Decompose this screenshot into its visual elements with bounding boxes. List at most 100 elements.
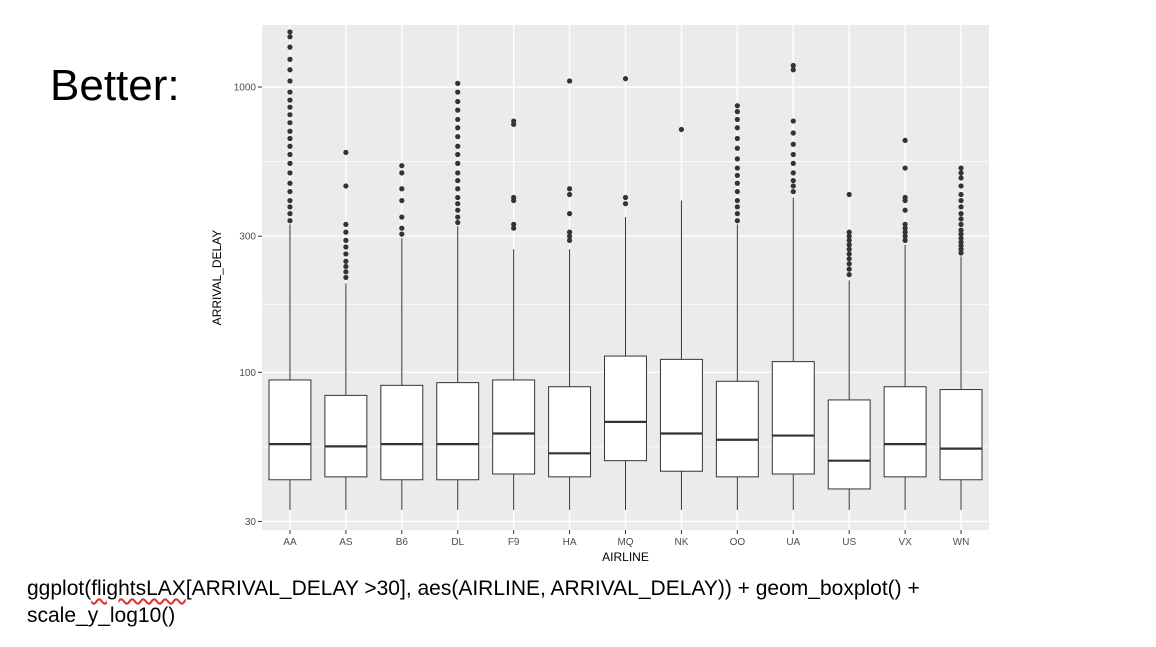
outlier-point: [902, 225, 908, 231]
outlier-point: [399, 231, 405, 237]
outlier-point: [902, 221, 908, 227]
outlier-point: [790, 118, 796, 124]
outlier-point: [790, 160, 796, 166]
outlier-point: [455, 80, 461, 86]
outlier-point: [455, 89, 461, 95]
outlier-point: [287, 78, 293, 84]
outlier-point: [790, 188, 796, 195]
x-tick-label: WN: [953, 537, 970, 548]
outlier-point: [790, 62, 796, 69]
outlier-point: [399, 186, 405, 192]
box-F9: [492, 379, 536, 475]
outlier-point: [958, 191, 964, 198]
outlier-point: [734, 188, 740, 195]
outlier-point: [790, 183, 796, 189]
outlier-point: [287, 104, 293, 110]
x-tick-label: UA: [786, 537, 800, 548]
outlier-point: [734, 135, 740, 142]
outlier-point: [399, 225, 405, 231]
outlier-point: [846, 246, 852, 252]
x-tick-label: F9: [508, 537, 520, 548]
outlier-point: [846, 233, 852, 239]
outlier-point: [455, 125, 461, 131]
x-tick-label: MQ: [617, 537, 633, 548]
slide-title: Better:: [50, 61, 180, 110]
outlier-point: [455, 207, 461, 213]
outlier-point: [566, 233, 573, 239]
outlier-point: [902, 229, 908, 235]
outlier-point: [511, 221, 517, 227]
outlier-point: [734, 116, 740, 123]
outlier-point: [399, 163, 405, 169]
y-tick-label: 1000: [234, 83, 257, 94]
outlier-point: [958, 175, 964, 181]
y-axis-title: ARRIVAL_DELAY: [210, 230, 224, 326]
outlier-point: [734, 197, 740, 204]
outlier-point: [287, 128, 293, 134]
x-tick-label: NK: [674, 537, 688, 548]
outlier-point: [566, 191, 573, 198]
code-line1-end: [ARRIVAL_DELAY >30], aes(AIRLINE, ARRIVA…: [185, 577, 920, 600]
outlier-point: [343, 258, 349, 264]
code-line1-variable: flightsLAX: [91, 577, 186, 600]
outlier-point: [343, 183, 349, 189]
outlier-point: [734, 165, 740, 171]
outlier-point: [287, 170, 293, 176]
outlier-point: [566, 186, 573, 192]
code-line1-start: ggplot(: [27, 577, 92, 600]
outlier-point: [343, 221, 349, 227]
outlier-point: [287, 218, 293, 224]
x-tick-label: OO: [730, 537, 746, 548]
outlier-point: [566, 229, 573, 235]
outlier-point: [846, 266, 852, 272]
outlier-point: [734, 211, 740, 217]
outlier-point: [455, 186, 461, 192]
outlier-point: [678, 126, 685, 133]
outlier-point: [790, 67, 796, 73]
outlier-point: [399, 170, 405, 176]
outlier-point: [846, 191, 852, 198]
box-UA: [771, 361, 815, 475]
code-snippet: ggplot(flightsLAX[ARRIVAL_DELAY >30], ae…: [27, 575, 1027, 629]
outlier-point: [399, 214, 405, 220]
outlier-point: [287, 112, 293, 118]
outlier-point: [734, 109, 740, 115]
outlier-point: [958, 246, 964, 252]
outlier-point: [958, 204, 964, 210]
box-WN: [939, 389, 983, 481]
outlier-point: [343, 229, 349, 235]
code-line2: scale_y_log10(): [27, 604, 176, 627]
outlier-point: [399, 197, 405, 204]
outlier-point: [958, 227, 964, 233]
outlier-point: [287, 67, 293, 73]
x-tick-label: HA: [563, 537, 577, 548]
outlier-point: [287, 211, 293, 217]
outlier-point: [958, 170, 964, 176]
outlier-point: [846, 242, 852, 248]
outlier-point: [846, 256, 852, 262]
outlier-point: [455, 194, 461, 201]
outlier-point: [958, 183, 964, 189]
outlier-point: [734, 204, 740, 210]
outlier-point: [734, 103, 740, 109]
outlier-point: [846, 272, 852, 278]
outlier-point: [287, 97, 293, 103]
outlier-point: [734, 125, 740, 131]
x-tick-label: AA: [283, 537, 297, 548]
outlier-point: [902, 165, 908, 171]
outlier-point: [287, 34, 293, 40]
outlier-point: [566, 237, 573, 243]
outlier-point: [287, 151, 293, 158]
box-DL: [436, 382, 480, 481]
box-OO: [715, 380, 759, 478]
outlier-point: [902, 137, 908, 144]
outlier-point: [958, 197, 964, 204]
outlier-point: [622, 201, 629, 207]
outlier-point: [622, 194, 629, 201]
outlier-point: [902, 233, 908, 239]
outlier-point: [455, 170, 461, 176]
outlier-point: [287, 89, 293, 95]
y-tick-label: 30: [245, 517, 257, 528]
outlier-point: [287, 180, 293, 186]
box-B6: [380, 384, 424, 481]
